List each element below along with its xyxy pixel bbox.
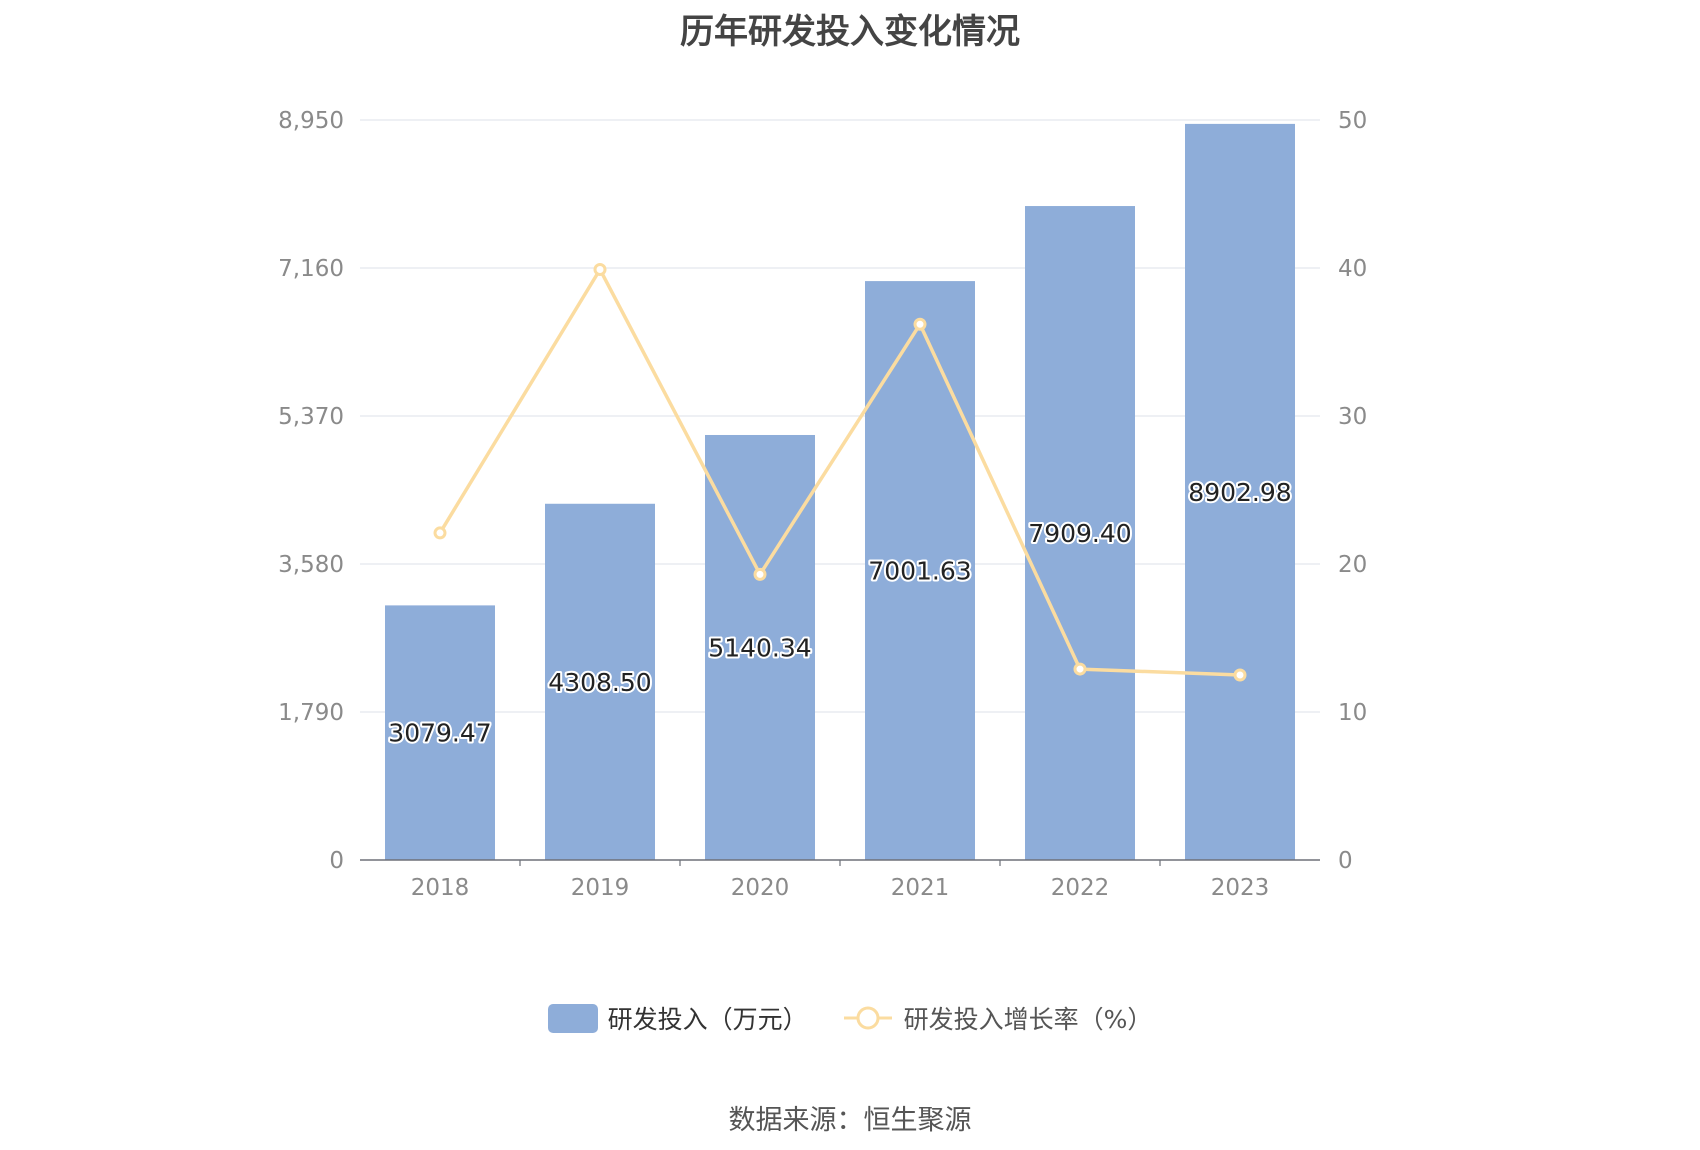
legend: 研发投入（万元） 研发投入增长率（%）: [0, 1000, 1700, 1036]
x-tick-label: 2022: [1051, 875, 1110, 901]
x-tick-label: 2020: [731, 875, 790, 901]
source-note: 数据来源：恒生聚源: [728, 1105, 972, 1136]
growth-rate-point: [753, 567, 767, 581]
legend-bar-label: 研发投入（万元）: [607, 1005, 808, 1034]
x-tick-label: 2019: [571, 875, 630, 901]
legend-item-line[interactable]: 研发投入增长率（%）: [842, 1000, 1153, 1036]
growth-rate-point: [1073, 662, 1087, 676]
bar-value-label: 3079.47: [388, 719, 491, 748]
bar-value-label: 7001.63: [868, 557, 971, 586]
y-right-tick-label: 10: [1338, 700, 1367, 726]
bar-value-label: 7909.40: [1028, 519, 1131, 548]
axes: 0 0 1,790 10 3,580 20 5,370 30 7,160 40 8,950 50 201…: [278, 108, 1367, 901]
growth-rate-point: [593, 262, 607, 276]
y-left-tick-label: 8,950: [278, 108, 344, 134]
y-left-tick-label: 5,370: [278, 404, 344, 430]
y-left-tick-label: 3,580: [278, 552, 344, 578]
legend-bar-swatch: [547, 1003, 598, 1033]
y-left-tick-label: 1,790: [278, 700, 344, 726]
line-series: [433, 262, 1247, 682]
x-tick-label: 2021: [891, 875, 950, 901]
growth-rate-point: [433, 526, 447, 540]
growth-rate-point: [913, 317, 927, 331]
chart-canvas: 0 0 1,790 10 3,580 20 5,370 30 7,160 40 8,950 50 201…: [278, 108, 1367, 901]
bar-value-label: 8902.98: [1188, 478, 1291, 507]
bar-value-label: 4308.50: [548, 668, 651, 697]
growth-rate-point: [1233, 668, 1247, 682]
bar-series: [385, 123, 1295, 861]
bar: [545, 503, 655, 860]
y-right-tick-label: 0: [1338, 848, 1353, 874]
bar: [1025, 206, 1135, 860]
chart-title: 历年研发投入变化情况: [680, 12, 1020, 52]
y-right-tick-label: 50: [1338, 108, 1367, 134]
grid-lines: [360, 119, 1320, 713]
x-tick-label: 2023: [1211, 875, 1270, 901]
y-right-tick-label: 20: [1338, 552, 1367, 578]
bar: [385, 605, 495, 860]
y-left-tick-label: 0: [329, 848, 344, 874]
legend-line-label: 研发投入增长率（%）: [903, 1005, 1153, 1034]
growth-rate-line: [438, 267, 1241, 677]
bar-value-label: 5140.34: [708, 633, 811, 662]
y-left-tick-label: 7,160: [278, 256, 344, 282]
y-right-tick-label: 40: [1338, 256, 1367, 282]
bar: [1185, 123, 1295, 860]
legend-item-bar[interactable]: 研发投入（万元）: [547, 1000, 808, 1036]
legend-line-swatch: [843, 1006, 892, 1030]
x-tick-label: 2018: [411, 875, 470, 901]
y-right-tick-label: 30: [1338, 404, 1367, 430]
bar-value-labels: 3079.47 4308.50 5140.34 7001.63 7909.40 8902.…: [386, 476, 1293, 750]
bar: [865, 281, 975, 861]
